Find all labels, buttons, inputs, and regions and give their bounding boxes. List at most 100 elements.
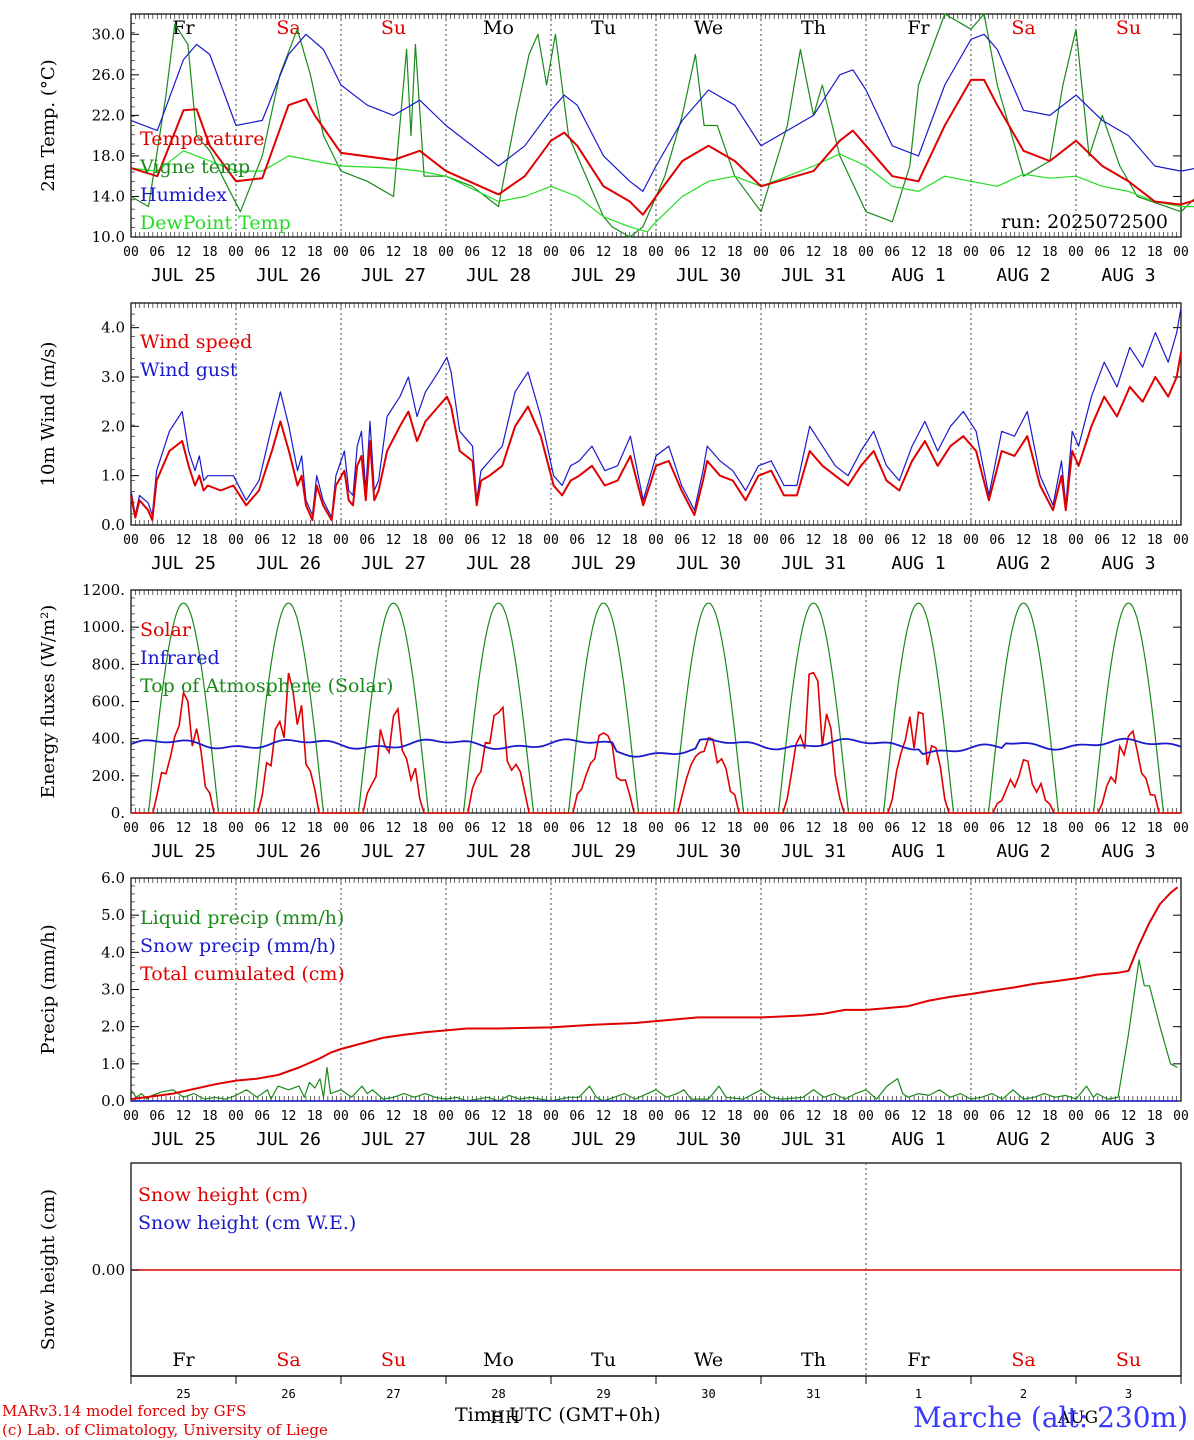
- model-credit: MARv3.14 model forced by GFS: [2, 1402, 247, 1420]
- date-label: AUG 1: [891, 1129, 945, 1150]
- hour-tick-label: 00: [1068, 821, 1084, 836]
- hour-tick-label: 18: [727, 533, 743, 548]
- hour-tick-label: 06: [1094, 821, 1110, 836]
- hour-tick-label: 18: [517, 245, 533, 260]
- date-label: AUG 1: [891, 553, 945, 574]
- hour-tick-label: 12: [1016, 533, 1032, 548]
- station-name: Marche (alt: 230m): [912, 1401, 1188, 1434]
- hour-tick-label: 18: [202, 1109, 218, 1124]
- hour-tick-label: 12: [701, 245, 717, 260]
- hour-tick-label: 00: [543, 1109, 559, 1124]
- y-tick-label: 600.: [92, 693, 125, 711]
- legend-entry: Humidex: [140, 184, 227, 206]
- hour-tick-label: 12: [806, 245, 822, 260]
- hour-tick-label: 06: [884, 1109, 900, 1124]
- hour-tick-label: 06: [674, 821, 690, 836]
- hour-tick-label: 00: [648, 821, 664, 836]
- y-tick-label: 18.0: [92, 147, 125, 165]
- y-tick-label: 800.: [92, 655, 125, 673]
- hour-tick-label: 18: [727, 821, 743, 836]
- temp-series-line: [130, 78, 1194, 216]
- hour-tick-label: 18: [937, 821, 953, 836]
- hour-tick-label: 06: [464, 245, 480, 260]
- hour-tick-label: 12: [596, 533, 612, 548]
- weekday-label: Su: [381, 1349, 406, 1371]
- date-label: JUL 31: [781, 1129, 846, 1150]
- hour-tick-label: 06: [1094, 1109, 1110, 1124]
- legend-entry: Snow height (cm): [138, 1184, 308, 1206]
- hour-tick-label: 00: [228, 1109, 244, 1124]
- hour-tick-label: 00: [648, 1109, 664, 1124]
- hour-tick-label: 12: [1121, 245, 1137, 260]
- weekday-label: Tu: [591, 17, 616, 39]
- hour-tick-label: 06: [674, 245, 690, 260]
- date-label: JUL 31: [781, 841, 846, 862]
- hour-tick-label: 18: [1042, 1109, 1058, 1124]
- hour-tick-label: 18: [202, 245, 218, 260]
- hour-tick-label: 06: [569, 821, 585, 836]
- hour-tick-label: 00: [438, 821, 454, 836]
- y-tick-label: 2.0: [101, 417, 125, 435]
- date-label: JUL 26: [256, 265, 321, 286]
- hour-tick-label: 00: [963, 533, 979, 548]
- hour-tick-label: 18: [622, 245, 638, 260]
- y-tick-label: 0.0: [101, 1092, 125, 1110]
- y-tick-label: 22.0: [92, 106, 125, 124]
- hour-tick-label: 06: [149, 1109, 165, 1124]
- date-label: JUL 28: [466, 841, 531, 862]
- date-label: JUL 30: [676, 265, 741, 286]
- hour-tick-label: 12: [1016, 245, 1032, 260]
- date-label: AUG 1: [891, 265, 945, 286]
- date-number-label: 2: [1020, 1387, 1027, 1401]
- y-axis-label: Precip (mm/h): [38, 924, 59, 1054]
- date-number-label: 3: [1125, 1387, 1132, 1401]
- hour-tick-label: 18: [202, 533, 218, 548]
- hour-tick-label: 12: [491, 245, 507, 260]
- hour-tick-label: 12: [386, 533, 402, 548]
- hour-tick-label: 00: [438, 1109, 454, 1124]
- date-label: JUL 31: [781, 265, 846, 286]
- hour-tick-label: 00: [858, 1109, 874, 1124]
- hour-tick-label: 00: [858, 821, 874, 836]
- y-axis-label: 2m Temp. (°C): [38, 59, 59, 191]
- date-label: JUL 28: [466, 553, 531, 574]
- hour-tick-label: 00: [543, 821, 559, 836]
- hour-tick-label: 06: [359, 821, 375, 836]
- hour-tick-label: 18: [622, 821, 638, 836]
- hour-tick-label: 18: [307, 821, 323, 836]
- hour-tick-label: 06: [989, 245, 1005, 260]
- hour-tick-label: 06: [464, 1109, 480, 1124]
- liquid-precip-line: [130, 959, 1178, 1102]
- date-label: JUL 29: [571, 1129, 636, 1150]
- hour-tick-label: 06: [569, 245, 585, 260]
- hour-tick-label: 00: [963, 245, 979, 260]
- date-label: JUL 27: [361, 1129, 426, 1150]
- hour-tick-label: 00: [1068, 1109, 1084, 1124]
- hour-tick-label: 00: [963, 821, 979, 836]
- y-tick-label: 1200.: [82, 581, 125, 599]
- y-tick-label: 0.0: [101, 516, 125, 534]
- month-label: AUG: [1057, 1408, 1098, 1428]
- temp-series-line: [130, 150, 1194, 233]
- hour-tick-label: 12: [911, 1109, 927, 1124]
- weekday-label: Fr: [907, 17, 930, 39]
- hour-tick-label: 00: [1068, 533, 1084, 548]
- hour-tick-label: 18: [727, 1109, 743, 1124]
- time-axis-label: Time UTC (GMT+0h): [455, 1404, 661, 1426]
- hour-tick-label: 12: [1016, 821, 1032, 836]
- legend-entry: Vigne temp: [139, 156, 250, 178]
- y-tick-label: 26.0: [92, 66, 125, 84]
- weekday-label: Mo: [483, 1349, 514, 1371]
- hour-tick-label: 00: [123, 1109, 139, 1124]
- y-axis-label: Snow height (cm): [38, 1189, 59, 1350]
- hour-tick-label: 18: [832, 245, 848, 260]
- solar-line: [131, 671, 1181, 814]
- y-tick-label: 400.: [92, 730, 125, 748]
- weekday-label: We: [694, 1349, 723, 1371]
- date-label: JUL 27: [361, 841, 426, 862]
- hour-tick-label: 12: [491, 821, 507, 836]
- hour-tick-label: 00: [963, 1109, 979, 1124]
- date-label: JUL 31: [781, 553, 846, 574]
- hour-tick-label: 06: [569, 1109, 585, 1124]
